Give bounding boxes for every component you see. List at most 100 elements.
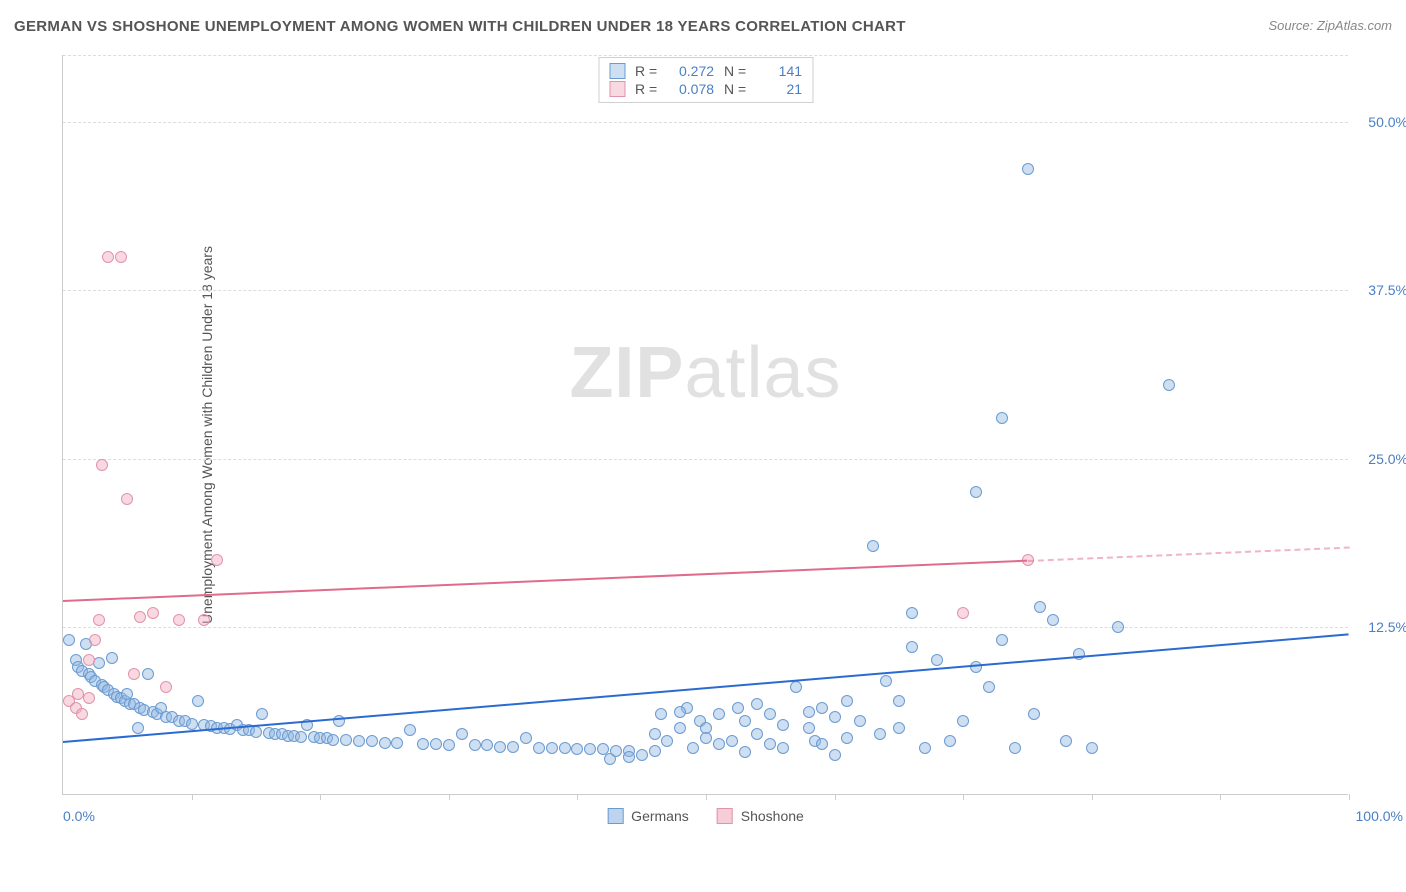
- data-point: [841, 732, 853, 744]
- data-point: [443, 739, 455, 751]
- source-attribution: Source: ZipAtlas.com: [1268, 18, 1392, 33]
- data-point: [160, 681, 172, 693]
- legend-swatch: [607, 808, 623, 824]
- data-point: [134, 611, 146, 623]
- data-point: [674, 706, 686, 718]
- watermark: ZIPatlas: [569, 332, 841, 414]
- data-point: [713, 738, 725, 750]
- n-value: 21: [768, 81, 802, 97]
- x-tick: [835, 794, 836, 800]
- data-point: [739, 715, 751, 727]
- data-point: [764, 708, 776, 720]
- data-point: [1060, 735, 1072, 747]
- data-point: [893, 695, 905, 707]
- data-point: [1047, 614, 1059, 626]
- stat-label: N =: [724, 81, 758, 97]
- data-point: [906, 641, 918, 653]
- data-point: [803, 706, 815, 718]
- y-tick-label: 37.5%: [1356, 282, 1406, 298]
- x-tick: [1349, 794, 1350, 800]
- data-point: [417, 738, 429, 750]
- data-point: [655, 708, 667, 720]
- data-point: [649, 728, 661, 740]
- chart-area: Unemployment Among Women with Children U…: [48, 55, 1348, 815]
- data-point: [1086, 742, 1098, 754]
- data-point: [610, 745, 622, 757]
- legend-swatch: [609, 81, 625, 97]
- data-point: [481, 739, 493, 751]
- y-tick-label: 25.0%: [1356, 451, 1406, 467]
- trend-line: [63, 560, 1028, 602]
- gridline: [63, 55, 1348, 56]
- data-point: [623, 751, 635, 763]
- correlation-legend-row: R =0.272N =141: [609, 62, 802, 80]
- data-point: [1009, 742, 1021, 754]
- data-point: [726, 735, 738, 747]
- bottom-legend: Germans Shoshone: [607, 808, 804, 824]
- x-axis-min-label: 0.0%: [63, 808, 95, 824]
- data-point: [520, 732, 532, 744]
- data-point: [93, 657, 105, 669]
- legend-item: Germans: [607, 808, 689, 824]
- data-point: [89, 634, 101, 646]
- data-point: [996, 634, 1008, 646]
- data-point: [494, 741, 506, 753]
- data-point: [102, 251, 114, 263]
- scatter-plot: ZIPatlas 0.0% 100.0% GermansShoshone R =…: [62, 55, 1348, 795]
- stat-label: R =: [635, 63, 669, 79]
- stat-label: N =: [724, 63, 758, 79]
- data-point: [584, 743, 596, 755]
- data-point: [880, 675, 892, 687]
- data-point: [256, 708, 268, 720]
- x-tick: [320, 794, 321, 800]
- data-point: [546, 742, 558, 754]
- stat-label: R =: [635, 81, 669, 97]
- data-point: [893, 722, 905, 734]
- data-point: [829, 749, 841, 761]
- data-point: [957, 607, 969, 619]
- data-point: [128, 668, 140, 680]
- data-point: [816, 702, 828, 714]
- data-point: [636, 749, 648, 761]
- data-point: [93, 614, 105, 626]
- data-point: [186, 718, 198, 730]
- x-tick: [449, 794, 450, 800]
- trend-line: [1027, 546, 1349, 561]
- data-point: [713, 708, 725, 720]
- x-tick: [577, 794, 578, 800]
- data-point: [777, 719, 789, 731]
- data-point: [295, 731, 307, 743]
- data-point: [106, 652, 118, 664]
- gridline: [63, 627, 1348, 628]
- data-point: [391, 737, 403, 749]
- data-point: [649, 745, 661, 757]
- correlation-legend: R =0.272N =141R =0.078N =21: [598, 57, 813, 103]
- data-point: [854, 715, 866, 727]
- data-point: [700, 732, 712, 744]
- data-point: [874, 728, 886, 740]
- data-point: [469, 739, 481, 751]
- data-point: [944, 735, 956, 747]
- data-point: [132, 722, 144, 734]
- data-point: [192, 695, 204, 707]
- data-point: [931, 654, 943, 666]
- data-point: [147, 607, 159, 619]
- r-value: 0.078: [679, 81, 714, 97]
- x-tick: [963, 794, 964, 800]
- gridline: [63, 459, 1348, 460]
- data-point: [751, 728, 763, 740]
- legend-swatch: [609, 63, 625, 79]
- legend-swatch: [717, 808, 733, 824]
- data-point: [559, 742, 571, 754]
- data-point: [661, 735, 673, 747]
- data-point: [1022, 163, 1034, 175]
- r-value: 0.272: [679, 63, 714, 79]
- legend-label: Shoshone: [741, 808, 804, 824]
- data-point: [404, 724, 416, 736]
- chart-header: GERMAN VS SHOSHONE UNEMPLOYMENT AMONG WO…: [14, 18, 1392, 35]
- data-point: [115, 251, 127, 263]
- data-point: [121, 493, 133, 505]
- correlation-legend-row: R = 0.078 N = 21: [609, 80, 802, 98]
- data-point: [366, 735, 378, 747]
- data-point: [1163, 379, 1175, 391]
